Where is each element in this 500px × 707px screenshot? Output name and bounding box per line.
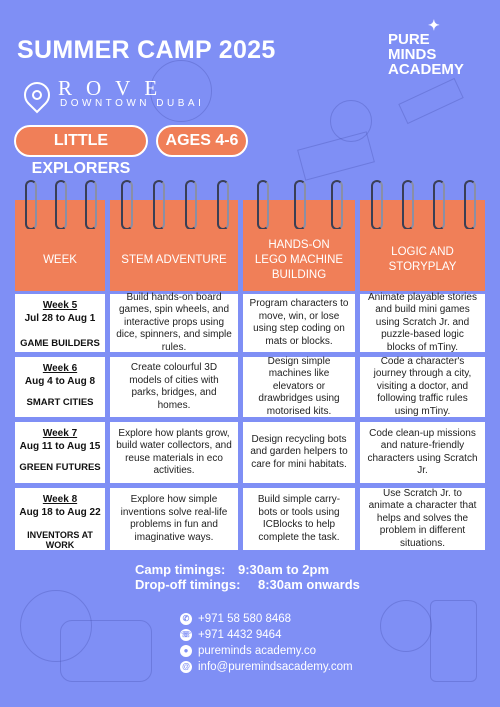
- website-contact[interactable]: ● pureminds academy.co: [180, 645, 316, 657]
- week-theme: INVENTORS AT WORK: [27, 530, 93, 550]
- doodle-box: [60, 620, 152, 682]
- globe-icon: ●: [180, 645, 192, 657]
- column-header-stem: STEM ADVENTURE: [110, 229, 238, 291]
- week-number: Week 5: [42, 300, 78, 311]
- website-url: pureminds academy.co: [198, 645, 317, 657]
- week-number: Week 7: [42, 428, 78, 439]
- camp-timings-label: Camp timings:: [135, 562, 226, 577]
- week-cell: Week 7 Aug 11 to Aug 15 GREEN FUTURES: [15, 422, 105, 483]
- spiral-ring: [464, 180, 477, 230]
- week-dates: Jul 28 to Aug 1: [24, 313, 96, 324]
- venue-name: ROVE: [58, 76, 172, 100]
- spiral-ring: [185, 180, 197, 230]
- logic-cell: Use Scratch Jr. to animate a character t…: [360, 488, 485, 550]
- week-dates: Aug 4 to Aug 8: [24, 376, 96, 387]
- location-pin-icon: [18, 76, 56, 114]
- email-icon: @: [180, 661, 192, 673]
- logic-cell: Code clean-up missions and nature-friend…: [360, 422, 485, 483]
- column-header-logic: LOGIC AND STORYPLAY: [360, 229, 485, 291]
- whatsapp-number: +971 58 580 8468: [198, 613, 292, 625]
- week-theme: SMART CITIES: [26, 397, 94, 408]
- week-cell: Week 6 Aug 4 to Aug 8 SMART CITIES: [15, 357, 105, 417]
- stem-cell: Explore how plants grow, build water col…: [110, 422, 238, 483]
- logic-cell: Code a character's journey through a cit…: [360, 356, 485, 417]
- logo-line-3: ACADEMY: [388, 61, 464, 78]
- logo-line-1: PURE: [388, 31, 430, 48]
- week-number: Week 8: [42, 494, 78, 505]
- camp-timings-value: 9:30am to 2pm: [238, 562, 330, 577]
- bird-icon: ✦: [428, 17, 440, 33]
- whatsapp-icon: ✆: [180, 613, 192, 625]
- phone-icon: ☏: [180, 629, 192, 641]
- stem-cell: Create colourful 3D models of cities wit…: [110, 357, 238, 417]
- spiral-ring: [331, 180, 344, 230]
- doodle-circle: [20, 590, 92, 662]
- ages-pill: AGES 4-6: [156, 125, 248, 157]
- week-cell: Week 8 Aug 18 to Aug 22 INVENTORS AT WOR…: [15, 488, 105, 550]
- spiral-ring: [121, 180, 133, 230]
- phone-number: +971 4432 9464: [198, 629, 282, 641]
- pure-minds-logo: ✦ PURE MINDS ACADEMY: [388, 18, 488, 78]
- week-dates: Aug 18 to Aug 22: [19, 507, 101, 518]
- page-title: SUMMER CAMP 2025: [17, 36, 276, 64]
- spiral-ring: [55, 180, 67, 230]
- week-dates: Aug 11 to Aug 15: [19, 441, 101, 452]
- week-theme: GREEN FUTURES: [19, 462, 101, 473]
- spiral-ring: [25, 180, 37, 230]
- stem-cell: Build hands-on board games, spin wheels,…: [110, 292, 238, 353]
- spiral-ring: [153, 180, 165, 230]
- spiral-ring: [85, 180, 97, 230]
- doodle-box: [297, 131, 375, 181]
- column-header-lego: HANDS-ON LEGO MACHINE BUILDING: [243, 229, 355, 291]
- email-contact[interactable]: @ info@puremindsacademy.com: [180, 661, 353, 673]
- spiral-ring: [294, 180, 306, 230]
- doodle-box: [398, 77, 464, 125]
- lego-cell: Program characters to move, win, or lose…: [243, 294, 355, 352]
- doodle-circle: [330, 100, 372, 142]
- spiral-ring: [370, 180, 383, 230]
- week-cell: Week 5 Jul 28 to Aug 1 GAME BUILDERS: [15, 294, 105, 352]
- spiral-ring: [401, 180, 414, 230]
- week-number: Week 6: [42, 363, 78, 374]
- spiral-ring: [217, 180, 229, 230]
- logic-cell: Animate playable stories and build mini …: [360, 292, 485, 353]
- spiral-ring: [256, 180, 269, 230]
- doodle-box: [430, 600, 477, 682]
- lego-cell: Design recycling bots and garden helpers…: [243, 422, 355, 483]
- venue-subtitle: DOWNTOWN DUBAI: [60, 98, 205, 109]
- week-theme: GAME BUILDERS: [20, 338, 100, 349]
- logo-line-2: MINDS: [388, 46, 437, 63]
- group-pill: LITTLE EXPLORERS: [14, 125, 148, 177]
- whatsapp-contact[interactable]: ✆ +971 58 580 8468: [180, 613, 291, 625]
- phone-contact[interactable]: ☏ +971 4432 9464: [180, 629, 281, 641]
- email-address: info@puremindsacademy.com: [198, 661, 353, 673]
- dropoff-timings-label: Drop-off timings:: [135, 577, 241, 592]
- dropoff-timings-value: 8:30am onwards: [258, 577, 360, 592]
- stem-cell: Explore how simple inventions solve real…: [110, 488, 238, 550]
- column-header-week: WEEK: [15, 229, 105, 291]
- lego-cell: Design simple machines like elevators or…: [243, 356, 355, 417]
- doodle-circle: [150, 60, 212, 122]
- doodle-circle: [380, 600, 432, 652]
- spiral-ring: [433, 180, 446, 230]
- lego-cell: Build simple carry-bots or tools using I…: [243, 488, 355, 550]
